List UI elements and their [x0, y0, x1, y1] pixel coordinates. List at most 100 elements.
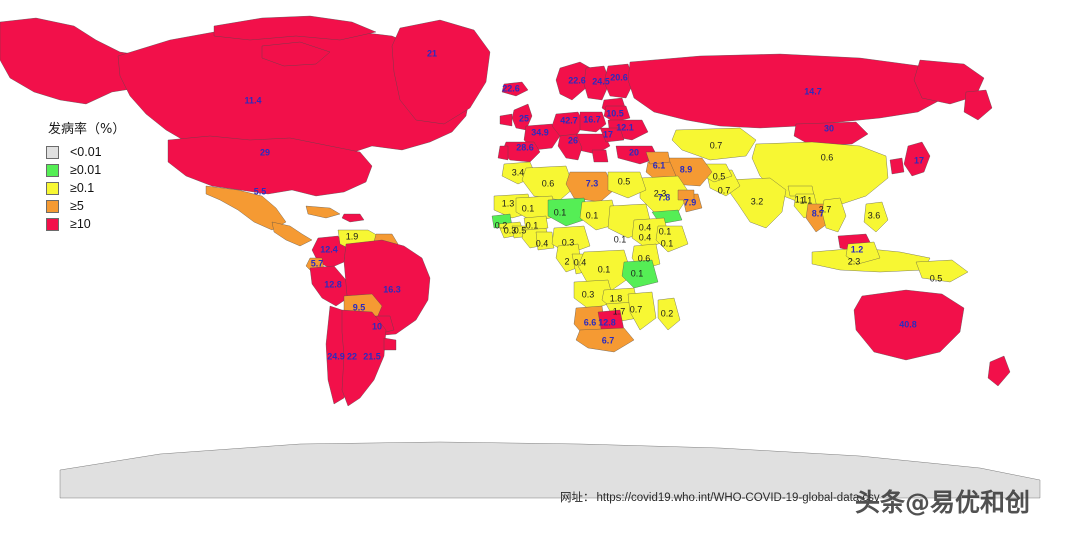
country-uae: [677, 189, 695, 201]
country-canada-isl2: [261, 41, 331, 67]
value-label-mongolia: 30: [824, 123, 834, 133]
value-label-canada: 11.4: [244, 95, 261, 105]
country-romania: [599, 127, 625, 143]
value-label-algeria: 0.6: [542, 178, 555, 188]
value-label-sudan: 0.1: [614, 234, 627, 244]
legend-swatch-ge01: [46, 181, 59, 195]
country-sweden: [583, 65, 611, 101]
value-label-iraq: 7.8: [658, 192, 671, 202]
country-egypt: [607, 171, 647, 199]
country-australia: [853, 289, 965, 361]
country-southafrica: [575, 327, 635, 353]
value-label-india: 3.2: [751, 196, 764, 206]
legend-label-ge001: ≥0.01: [70, 162, 102, 177]
watermark-text: 头条@易优和创: [855, 488, 1031, 517]
value-label-japan: 17: [914, 155, 924, 165]
value-label-france: 34.9: [531, 127, 549, 137]
country-peru: [309, 265, 349, 307]
country-usa: [167, 135, 373, 197]
value-label-south-africa: 6.7: [602, 335, 615, 345]
country-png: [915, 259, 969, 283]
country-greenland: [391, 19, 491, 125]
value-label-saudi-arabia: 2.3: [654, 188, 667, 198]
country-caucasus: [645, 151, 671, 165]
value-label-kazakhstan: 0.7: [710, 140, 723, 150]
value-label-turkey: 20: [629, 147, 639, 157]
value-label-kenya: 0.6: [638, 253, 651, 263]
value-label-malaysia: 1.2: [851, 244, 864, 254]
value-label-uruguay: 21.5: [363, 351, 381, 361]
source-url: https://covid19.who.int/WHO-COVID-19-glo…: [596, 492, 880, 504]
value-label-namibia: 6.6: [584, 317, 597, 327]
value-label-iran: 8.9: [680, 164, 693, 174]
country-portugal: [497, 145, 509, 161]
value-label-burkina: 0.1: [526, 220, 539, 230]
value-label-mali: 0.1: [522, 203, 535, 213]
legend-label-ge01: ≥0.1: [70, 180, 95, 195]
country-ireland: [499, 113, 513, 127]
country-somalia: [655, 225, 689, 253]
value-label-madagascar: 0.2: [661, 308, 674, 318]
value-label-iceland: 22.6: [502, 83, 520, 93]
value-label-tanzania: 0.1: [631, 268, 644, 278]
value-label-dr-congo: 0.1: [598, 264, 611, 274]
value-label-ethiopia: 0.4: [639, 232, 652, 242]
country-norway: [555, 61, 595, 101]
country-canada-arch: [213, 15, 377, 41]
country-burkina: [523, 215, 549, 231]
value-label-peru: 12.8: [324, 279, 342, 289]
value-label-mexico: 5.5: [254, 186, 267, 196]
country-argentina: [341, 309, 387, 407]
value-label-mozambique: 0.7: [630, 304, 643, 314]
value-label-paraguay: 10: [372, 321, 382, 331]
map-legend: 发病率（%） <0.01 ≥0.01 ≥0.1 ≥5 ≥10: [46, 118, 125, 234]
value-label-senegal: 0.2: [495, 220, 508, 230]
country-tanzania: [621, 259, 659, 289]
value-label-chad: 0.1: [586, 210, 599, 220]
country-greece: [591, 149, 609, 163]
legend-item-ge5: ≥5: [46, 198, 125, 214]
value-label-argentina: 22: [347, 351, 357, 361]
value-label-angola: 0.3: [582, 289, 595, 299]
value-label-italy: 26: [568, 135, 578, 145]
value-label-australia: 40.8: [899, 319, 917, 329]
value-label-papua-new-guinea: 0.5: [930, 273, 943, 283]
value-label-russia: 14.7: [804, 86, 822, 96]
legend-swatch-ge5: [46, 199, 59, 213]
value-label-cameroon: 2: [564, 256, 569, 266]
value-label-spain: 28.6: [516, 142, 534, 152]
value-label-ecuador: 5.7: [311, 258, 324, 268]
country-mozambique: [627, 291, 657, 331]
value-label-china: 0.6: [821, 152, 834, 162]
value-label-united-states: 29: [260, 147, 270, 157]
country-vietnam: [821, 197, 847, 233]
value-label-germany: 42.7: [560, 115, 578, 125]
legend-swatch-ge10: [46, 217, 59, 231]
value-label-united-kingdom: 25: [519, 113, 529, 123]
value-label-philippines: 3.6: [868, 210, 881, 220]
value-label-greenland: 21: [427, 48, 437, 58]
country-niger: [547, 197, 591, 227]
country-ghana: [535, 231, 555, 251]
legend-label-lt001: <0.01: [70, 144, 102, 159]
value-label-colombia: 12.4: [320, 244, 338, 254]
value-label-vietnam: 2.7: [819, 204, 832, 214]
value-label-romania: 17: [603, 129, 613, 139]
value-label-sweden: 24.5: [592, 76, 610, 86]
value-label-guinea: 0.3: [504, 225, 517, 235]
country-finland: [603, 63, 635, 99]
legend-swatch-lt001: [46, 145, 59, 159]
value-label-mauritania: 1.3: [502, 198, 515, 208]
value-label-pakistan: 0.7: [718, 185, 731, 195]
value-label-venezuela: 1.9: [346, 231, 359, 241]
value-label-yemen: 0.1: [659, 226, 672, 236]
value-label-finland: 20.6: [610, 72, 628, 82]
country-russia: [627, 53, 951, 129]
legend-item-ge10: ≥10: [46, 216, 125, 232]
value-label-indonesia: 2.3: [848, 256, 861, 266]
country-uruguay: [383, 337, 397, 351]
value-label-bangladesh: 1.1: [800, 195, 813, 205]
country-cuba: [305, 205, 341, 219]
